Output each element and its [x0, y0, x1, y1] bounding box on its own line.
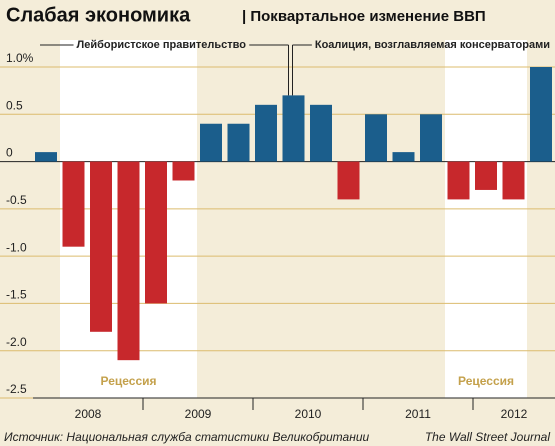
y-tick-label: -1.0	[6, 240, 27, 254]
bar	[117, 161, 140, 361]
y-tick-label: 1.0%	[6, 51, 34, 65]
y-tick-label: -1.5	[6, 288, 27, 302]
bar	[337, 161, 360, 200]
source: Источник: Национальная служба статистики…	[4, 430, 369, 444]
x-year-label: 2012	[501, 407, 528, 421]
x-year-label: 2008	[75, 407, 102, 421]
bar	[200, 123, 222, 162]
bar	[502, 161, 525, 200]
bar	[35, 152, 57, 162]
y-tick-label: -0.5	[6, 193, 27, 207]
bar	[365, 114, 387, 162]
y-tick-label: 0.5	[6, 98, 23, 112]
recession-band	[445, 40, 527, 398]
credit: The Wall Street Journal	[425, 430, 551, 444]
bar	[172, 161, 195, 181]
bar	[310, 104, 332, 162]
bar	[145, 161, 167, 304]
bar	[282, 95, 305, 162]
y-tick-label: -2.0	[6, 335, 27, 349]
recession-label: Рецессия	[101, 374, 157, 388]
annotation: Лейбористское правительство	[77, 39, 247, 51]
y-tick-label: 0	[6, 146, 13, 160]
chart-subtitle: | Поквартальное изменение ВВП	[242, 8, 486, 25]
bar	[530, 67, 552, 162]
bar	[90, 161, 112, 332]
x-year-label: 2009	[185, 407, 212, 421]
chart-title: Слабая экономика	[6, 4, 191, 26]
x-year-label: 2011	[405, 407, 431, 421]
recession-label: Рецессия	[458, 374, 514, 388]
bar	[255, 104, 277, 162]
bar	[447, 161, 470, 200]
bar	[62, 161, 85, 247]
y-tick-label: -2.5	[6, 382, 27, 396]
bar	[475, 161, 497, 190]
annotation: Коалиция, возглавляемая консерваторами	[315, 39, 550, 51]
x-year-label: 2010	[295, 407, 322, 421]
background-layer	[60, 40, 527, 398]
bar	[392, 152, 415, 162]
bar	[420, 114, 442, 162]
bar	[227, 123, 250, 162]
